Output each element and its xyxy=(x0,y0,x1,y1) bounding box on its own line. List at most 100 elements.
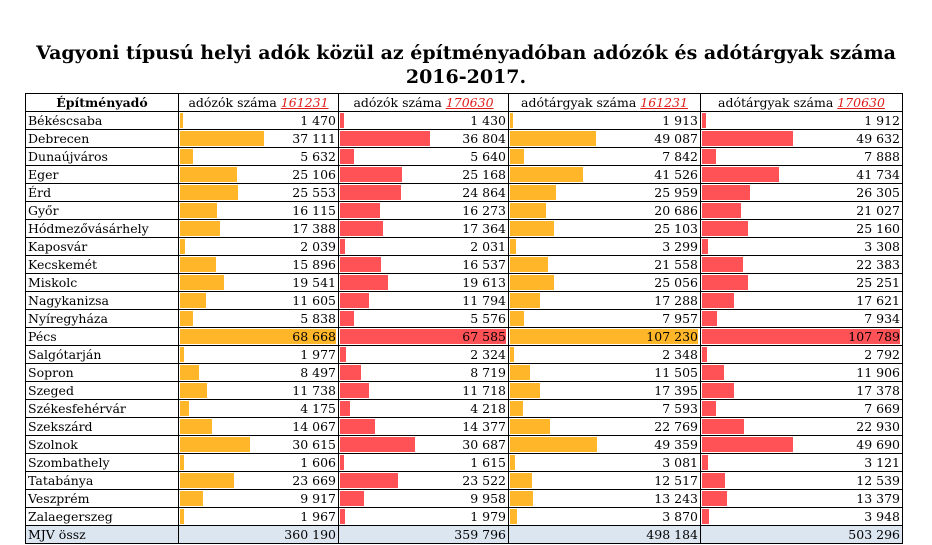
data-bar xyxy=(510,239,516,254)
table-row: Miskolc 19 541 19 613 25 056 25 251 xyxy=(25,273,903,292)
value-cell: 14 067 xyxy=(178,417,339,436)
value-text: 1 977 xyxy=(300,347,336,362)
value-text: 41 526 xyxy=(654,167,698,182)
value-text: 36 804 xyxy=(462,131,506,146)
header-row: Építményadó adózók száma 161231 adózók s… xyxy=(25,93,903,112)
value-cell: 13 243 xyxy=(508,489,701,508)
value-cell: 25 553 xyxy=(178,183,339,202)
value-cell: 1 977 xyxy=(178,345,339,364)
value-text: 7 842 xyxy=(662,149,698,164)
value-text: 25 103 xyxy=(654,221,698,236)
row-city: Miskolc xyxy=(25,273,179,292)
data-bar xyxy=(340,275,388,290)
data-bar xyxy=(510,329,698,344)
data-bar xyxy=(702,293,734,308)
data-table: Építményadó adózók száma 161231 adózók s… xyxy=(25,93,903,544)
row-city: Hódmezővásárhely xyxy=(25,219,179,238)
value-cell: 49 632 xyxy=(700,129,903,148)
data-bar xyxy=(180,491,203,506)
value-cell: 3 870 xyxy=(508,507,701,526)
value-text: 5 838 xyxy=(300,311,336,326)
value-text: 1 967 xyxy=(300,509,336,524)
value-cell: 16 273 xyxy=(338,201,509,220)
value-text: 9 917 xyxy=(300,491,336,506)
value-text: 7 669 xyxy=(864,401,900,416)
data-bar xyxy=(180,221,220,236)
value-text: 1 912 xyxy=(864,113,900,128)
value-cell: 14 377 xyxy=(338,417,509,436)
value-text: 3 299 xyxy=(662,239,698,254)
value-text: 16 537 xyxy=(462,257,506,272)
data-bar xyxy=(180,455,184,470)
total-value-cell: 359 796 xyxy=(338,525,509,544)
data-bar xyxy=(340,473,398,488)
value-text: 25 056 xyxy=(654,275,698,290)
data-bar xyxy=(702,401,716,416)
value-text: 25 251 xyxy=(856,275,900,290)
value-text: 1 470 xyxy=(300,113,336,128)
value-text: 17 364 xyxy=(462,221,506,236)
value-text: 11 718 xyxy=(462,383,506,398)
value-cell: 12 539 xyxy=(700,471,903,490)
value-text: 25 168 xyxy=(462,167,506,182)
data-bar xyxy=(510,275,554,290)
data-bar xyxy=(340,419,375,434)
row-city: Pécs xyxy=(25,327,179,346)
value-text: 13 243 xyxy=(654,491,698,506)
page-title: Vagyoni típusú helyi adók közül az építm… xyxy=(0,41,932,89)
table-row: Szolnok 30 615 30 687 49 359 49 690 xyxy=(25,435,903,454)
value-text: 12 539 xyxy=(856,473,900,488)
data-bar xyxy=(340,185,401,200)
data-bar xyxy=(702,275,748,290)
data-bar xyxy=(180,311,193,326)
value-text: 17 395 xyxy=(654,383,698,398)
value-cell: 9 917 xyxy=(178,489,339,508)
table-row: Eger 25 106 25 168 41 526 41 734 xyxy=(25,165,903,184)
value-cell: 7 669 xyxy=(700,399,903,418)
data-bar xyxy=(180,509,184,524)
value-text: 11 605 xyxy=(292,293,336,308)
value-cell: 17 288 xyxy=(508,291,701,310)
value-cell: 19 541 xyxy=(178,273,339,292)
value-cell: 36 804 xyxy=(338,129,509,148)
row-city: Nyíregyháza xyxy=(25,309,179,328)
data-bar xyxy=(702,383,734,398)
table-row: Dunaújváros 5 632 5 640 7 842 7 888 xyxy=(25,147,903,166)
value-cell: 107 230 xyxy=(508,327,701,346)
value-text: 23 522 xyxy=(462,473,506,488)
value-cell: 20 686 xyxy=(508,201,701,220)
value-text: 26 305 xyxy=(856,185,900,200)
value-text: 3 121 xyxy=(864,455,900,470)
value-cell: 15 896 xyxy=(178,255,339,274)
value-cell: 11 505 xyxy=(508,363,701,382)
value-cell: 2 792 xyxy=(700,345,903,364)
value-cell: 25 106 xyxy=(178,165,339,184)
data-bar xyxy=(702,491,727,506)
data-bar xyxy=(702,437,793,452)
data-bar xyxy=(510,365,530,380)
value-cell: 22 769 xyxy=(508,417,701,436)
value-text: 49 359 xyxy=(654,437,698,452)
row-city: Szombathely xyxy=(25,453,179,472)
value-cell: 4 218 xyxy=(338,399,509,418)
data-bar xyxy=(510,185,556,200)
table-row: Sopron 8 497 8 719 11 505 11 906 xyxy=(25,363,903,382)
data-bar xyxy=(340,131,430,146)
value-text: 2 324 xyxy=(470,347,506,362)
table-row: Pécs 68 668 67 585 107 230 107 789 xyxy=(25,327,903,346)
value-cell: 7 888 xyxy=(700,147,903,166)
data-bar xyxy=(340,509,345,524)
value-text: 49 087 xyxy=(654,131,698,146)
table-row: Tatabánya 23 669 23 522 12 517 12 539 xyxy=(25,471,903,490)
value-cell: 17 395 xyxy=(508,381,701,400)
data-bar xyxy=(702,203,741,218)
data-bar xyxy=(702,149,716,164)
data-bar xyxy=(180,203,217,218)
value-text: 22 769 xyxy=(654,419,698,434)
value-cell: 13 379 xyxy=(700,489,903,508)
data-bar xyxy=(340,401,350,416)
table-row: Székesfehérvár 4 175 4 218 7 593 7 669 xyxy=(25,399,903,418)
value-cell: 4 175 xyxy=(178,399,339,418)
value-cell: 25 160 xyxy=(700,219,903,238)
value-text: 24 864 xyxy=(462,185,506,200)
